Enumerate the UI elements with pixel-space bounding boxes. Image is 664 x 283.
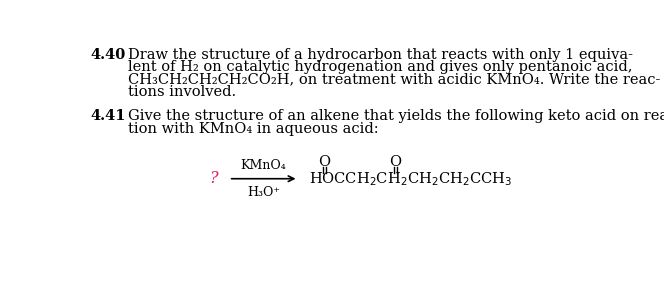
Text: 4.41: 4.41 — [91, 110, 126, 123]
Text: HOCCH$_2$CH$_2$CH$_2$CH$_2$CCH$_3$: HOCCH$_2$CH$_2$CH$_2$CH$_2$CCH$_3$ — [309, 170, 513, 188]
Text: CH₃CH₂CH₂CH₂CO₂H, on treatment with acidic KMnO₄. Write the reac-: CH₃CH₂CH₂CH₂CO₂H, on treatment with acid… — [128, 72, 660, 87]
Text: Give the structure of an alkene that yields the following keto acid on reac-: Give the structure of an alkene that yie… — [128, 110, 664, 123]
Text: KMnO₄: KMnO₄ — [241, 159, 286, 172]
Text: O: O — [389, 155, 401, 169]
Text: tions involved.: tions involved. — [128, 85, 236, 99]
Text: H₃O⁺: H₃O⁺ — [247, 186, 280, 199]
Text: Draw the structure of a hydrocarbon that reacts with only 1 equiva-: Draw the structure of a hydrocarbon that… — [128, 48, 633, 62]
Text: lent of H₂ on catalytic hydrogenation and gives only pentanoic acid,: lent of H₂ on catalytic hydrogenation an… — [128, 60, 632, 74]
Text: O: O — [318, 155, 331, 169]
Text: tion with KMnO₄ in aqueous acid:: tion with KMnO₄ in aqueous acid: — [128, 122, 378, 136]
Text: 4.40: 4.40 — [91, 48, 126, 62]
Text: ?: ? — [209, 170, 218, 187]
